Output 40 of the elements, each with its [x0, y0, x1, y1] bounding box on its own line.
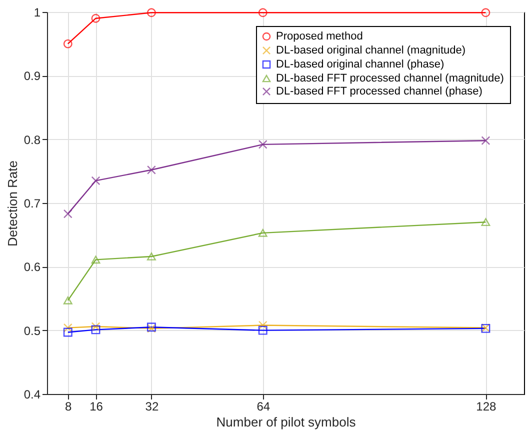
- y-tick-label: 0.6: [24, 260, 41, 274]
- point: [146, 8, 156, 18]
- point: [91, 325, 100, 334]
- x-tick-label: 32: [145, 400, 159, 414]
- x-axis-title: Number of pilot symbols: [216, 414, 356, 430]
- point: [63, 323, 72, 332]
- point: [146, 252, 156, 260]
- legend-label: Proposed method: [276, 30, 363, 42]
- legend-label: DL-based FFT processed channel (phase): [276, 86, 482, 98]
- point: [258, 326, 268, 335]
- point: [481, 218, 490, 226]
- y-tick-label: 0.7: [24, 196, 41, 210]
- y-tick-label: 1: [34, 6, 41, 20]
- point: [258, 228, 268, 237]
- point: [63, 328, 72, 337]
- x-tick-label: 8: [65, 400, 72, 414]
- point: [91, 14, 100, 23]
- point: [258, 320, 268, 330]
- y-tick-label: 0.4: [24, 388, 41, 402]
- y-tick-label: 0.5: [24, 324, 41, 338]
- x-tick-label: 16: [90, 400, 104, 414]
- point: [481, 8, 490, 18]
- point: [258, 140, 268, 149]
- point: [146, 165, 156, 174]
- x-tick-label: 64: [256, 400, 270, 414]
- point: [91, 176, 100, 186]
- point: [91, 322, 100, 331]
- point: [63, 39, 72, 48]
- legend-label: DL-based original channel (magnitude): [276, 44, 466, 56]
- x-tick-label: 128: [476, 400, 497, 414]
- legend-label: DL-based original channel (phase): [276, 58, 444, 70]
- point: [91, 256, 100, 264]
- y-axis-title: Detection Rate: [4, 160, 20, 246]
- y-tick-label: 0.8: [24, 132, 41, 147]
- point: [481, 136, 490, 146]
- point: [258, 8, 268, 18]
- legend-label: DL-based FFT processed channel (magnitude): [276, 72, 504, 84]
- point: [63, 209, 72, 218]
- y-tick-label: 0.9: [24, 69, 41, 84]
- point: [63, 296, 72, 304]
